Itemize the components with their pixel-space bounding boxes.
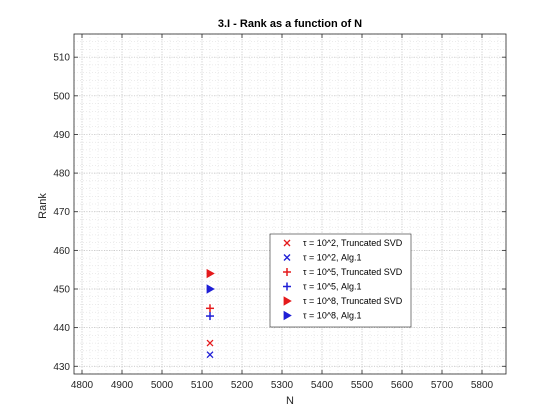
legend-entry: τ = 10^5, Alg.1 [303, 282, 362, 292]
x-tick-label: 5200 [231, 380, 254, 391]
legend-marker [283, 268, 291, 276]
y-tick-label: 480 [53, 169, 70, 180]
x-tick-label: 5500 [351, 380, 374, 391]
x-tick-label: 5400 [311, 380, 334, 391]
legend-entry: τ = 10^5, Truncated SVD [303, 267, 403, 277]
legend-marker [283, 254, 291, 261]
data-point [206, 304, 214, 313]
legend: τ = 10^2, Truncated SVD τ = 10^2, Alg.1 τ … [269, 233, 412, 328]
y-tick-label: 490 [53, 130, 70, 141]
x-axis-label: N [286, 395, 294, 407]
legend-entry: τ = 10^2, Alg.1 [303, 253, 362, 263]
legend-marker [283, 239, 291, 247]
y-tick-label: 510 [53, 53, 70, 64]
data-point [206, 339, 214, 347]
data-point [206, 268, 215, 279]
x-tick-label: 5800 [471, 380, 494, 391]
data-point [206, 312, 214, 321]
y-tick-label: 500 [53, 91, 70, 102]
x-tick-label: 5300 [271, 380, 294, 391]
data-point [206, 284, 215, 294]
legend-box [269, 233, 412, 328]
y-tick-label: 460 [53, 246, 70, 257]
legend-marker [283, 296, 292, 306]
x-tick-label: 5700 [431, 380, 454, 391]
y-tick-label: 430 [53, 362, 70, 373]
x-tick-label: 5600 [391, 380, 414, 391]
y-axis-label: Rank [37, 193, 49, 219]
x-tick-label: 5000 [151, 380, 174, 391]
legend-entry: τ = 10^8, Truncated SVD [303, 296, 403, 306]
data-point [206, 351, 214, 359]
legend-entry: τ = 10^2, Truncated SVD [303, 238, 403, 248]
chart-title: 3.I - Rank as a function of N [218, 18, 362, 30]
y-tick-label: 440 [53, 323, 70, 334]
x-tick-label: 4900 [111, 380, 134, 391]
x-tick-label: 5100 [191, 380, 214, 391]
legend-entry: τ = 10^8, Alg.1 [303, 311, 362, 321]
y-tick-label: 470 [53, 207, 70, 218]
legend-marker [283, 310, 292, 321]
x-tick-label: 4800 [71, 380, 94, 391]
plot-area: 4800 4900 5000 5100 5200 5300 5400 5500 5600 5700… [53, 33, 507, 391]
legend-marker [283, 282, 291, 291]
y-tick-label: 450 [53, 285, 70, 296]
axes-box [73, 33, 507, 375]
